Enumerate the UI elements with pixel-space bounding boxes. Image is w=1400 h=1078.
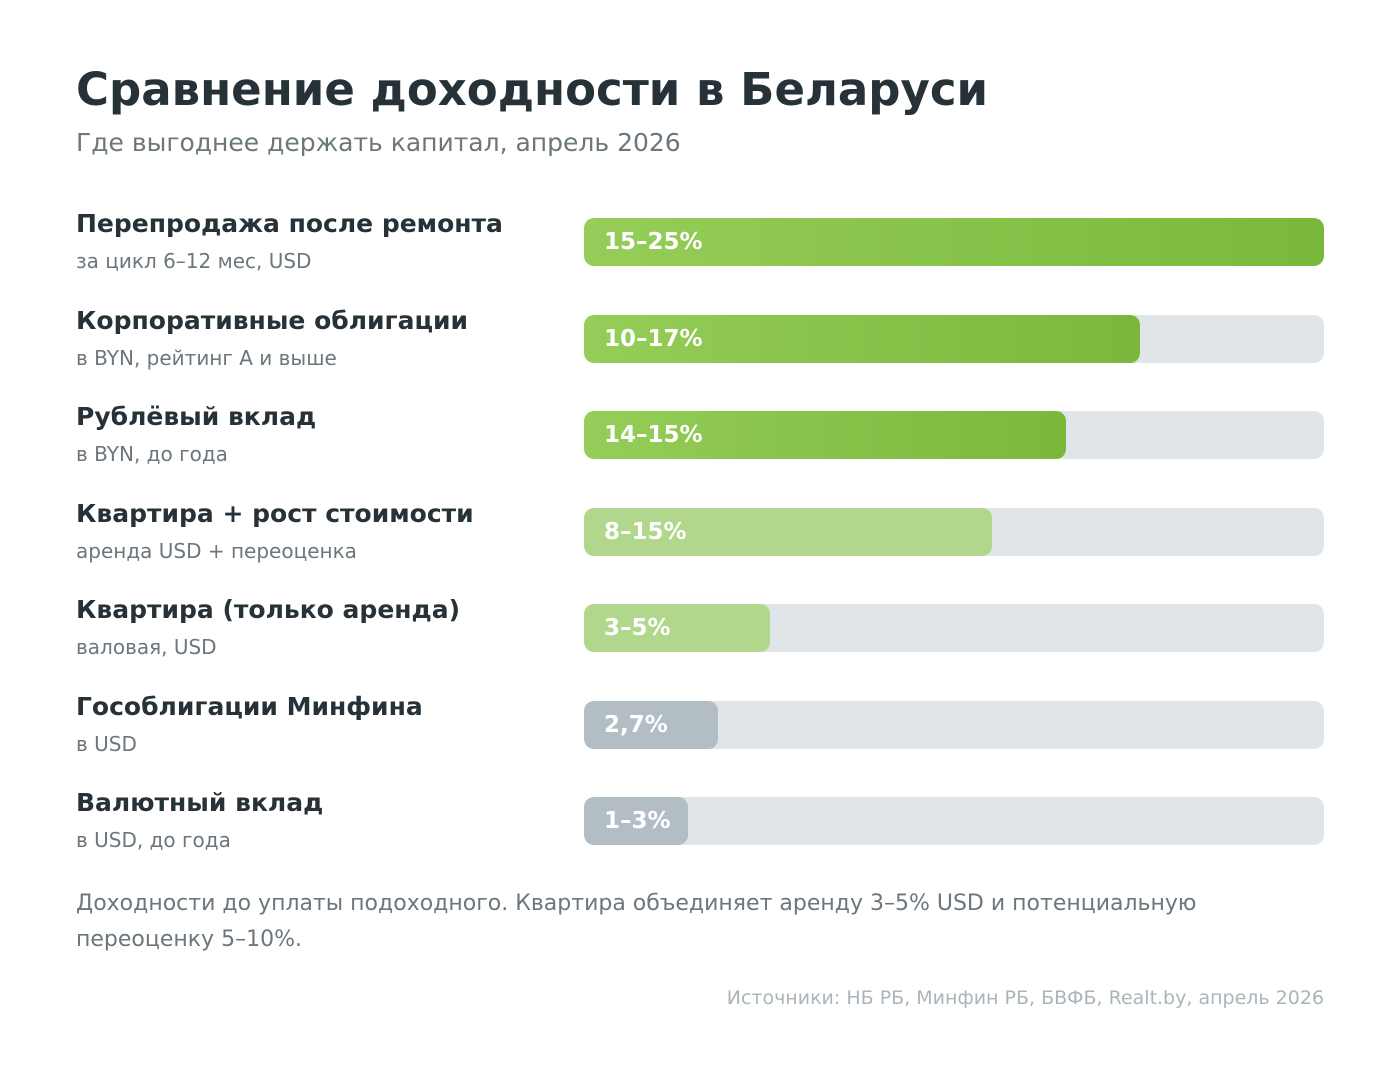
bar-track: 15–25% bbox=[584, 218, 1324, 266]
bar-value-label: 8–15% bbox=[604, 519, 687, 545]
bar bbox=[584, 411, 1066, 459]
bar-category-note: в USD bbox=[76, 732, 137, 756]
bar bbox=[584, 218, 1324, 266]
bar bbox=[584, 701, 718, 749]
bar-category-note: валовая, USD bbox=[76, 635, 217, 659]
bar-row: Квартира (только аренда) валовая, USD 3–5% bbox=[76, 588, 1324, 668]
bar-category-note: в BYN, до года bbox=[76, 442, 228, 466]
bar-track: 1–3% bbox=[584, 797, 1324, 845]
bar-category-label: Квартира + рост стоимости bbox=[76, 499, 474, 528]
bar-row: Валютный вклад в USD, до года 1–3% bbox=[76, 781, 1324, 861]
bar bbox=[584, 508, 992, 556]
bar-category-note: в USD, до года bbox=[76, 828, 231, 852]
footnote: Доходности до уплаты подоходного. Кварти… bbox=[76, 891, 1197, 952]
bar bbox=[584, 315, 1140, 363]
bar-category-label: Валютный вклад bbox=[76, 788, 324, 817]
bar-value-label: 10–17% bbox=[604, 326, 703, 352]
bar-category-label: Перепродажа после ремонта bbox=[76, 209, 503, 238]
bar-value-label: 2,7% bbox=[604, 712, 668, 738]
bar-row: Рублёвый вклад в BYN, до года 14–15% bbox=[76, 395, 1324, 475]
source-note: Источники: НБ РБ, Минфин РБ, БВФБ, Realt… bbox=[726, 987, 1324, 1009]
bar-track: 14–15% bbox=[584, 411, 1324, 459]
bar-category-note: за цикл 6–12 мес, USD bbox=[76, 249, 312, 273]
bar-category-label: Корпоративные облигации bbox=[76, 306, 469, 335]
bar-row: Квартира + рост стоимости аренда USD + пе… bbox=[76, 492, 1324, 572]
bar-value-label: 15–25% bbox=[604, 229, 703, 255]
bar-row: Перепродажа после ремонта за цикл 6–12 ме… bbox=[76, 202, 1324, 282]
bar-category-label: Рублёвый вклад bbox=[76, 402, 317, 431]
bar-value-label: 3–5% bbox=[604, 615, 671, 641]
bar-category-label: Гособлигации Минфина bbox=[76, 692, 423, 721]
bar bbox=[584, 797, 688, 845]
bar-value-label: 1–3% bbox=[604, 808, 671, 834]
bar-row: Корпоративные облигации в BYN, рейтинг A … bbox=[76, 299, 1324, 379]
bar-category-label: Квартира (только аренда) bbox=[76, 595, 461, 624]
bar-row: Гособлигации Минфина в USD 2,7% bbox=[76, 685, 1324, 765]
chart-subtitle: Где выгоднее держать капитал, апрель 202… bbox=[76, 128, 681, 157]
bar-value-label: 14–15% bbox=[604, 422, 703, 448]
bar bbox=[584, 604, 770, 652]
bar-track: 3–5% bbox=[584, 604, 1324, 652]
bar-track: 8–15% bbox=[584, 508, 1324, 556]
bar-track: 2,7% bbox=[584, 701, 1324, 749]
bar-category-note: в BYN, рейтинг A и выше bbox=[76, 346, 337, 370]
chart-title: Сравнение доходности в Беларуси bbox=[76, 63, 989, 116]
bar-track: 10–17% bbox=[584, 315, 1324, 363]
bar-category-note: аренда USD + переоценка bbox=[76, 539, 357, 563]
